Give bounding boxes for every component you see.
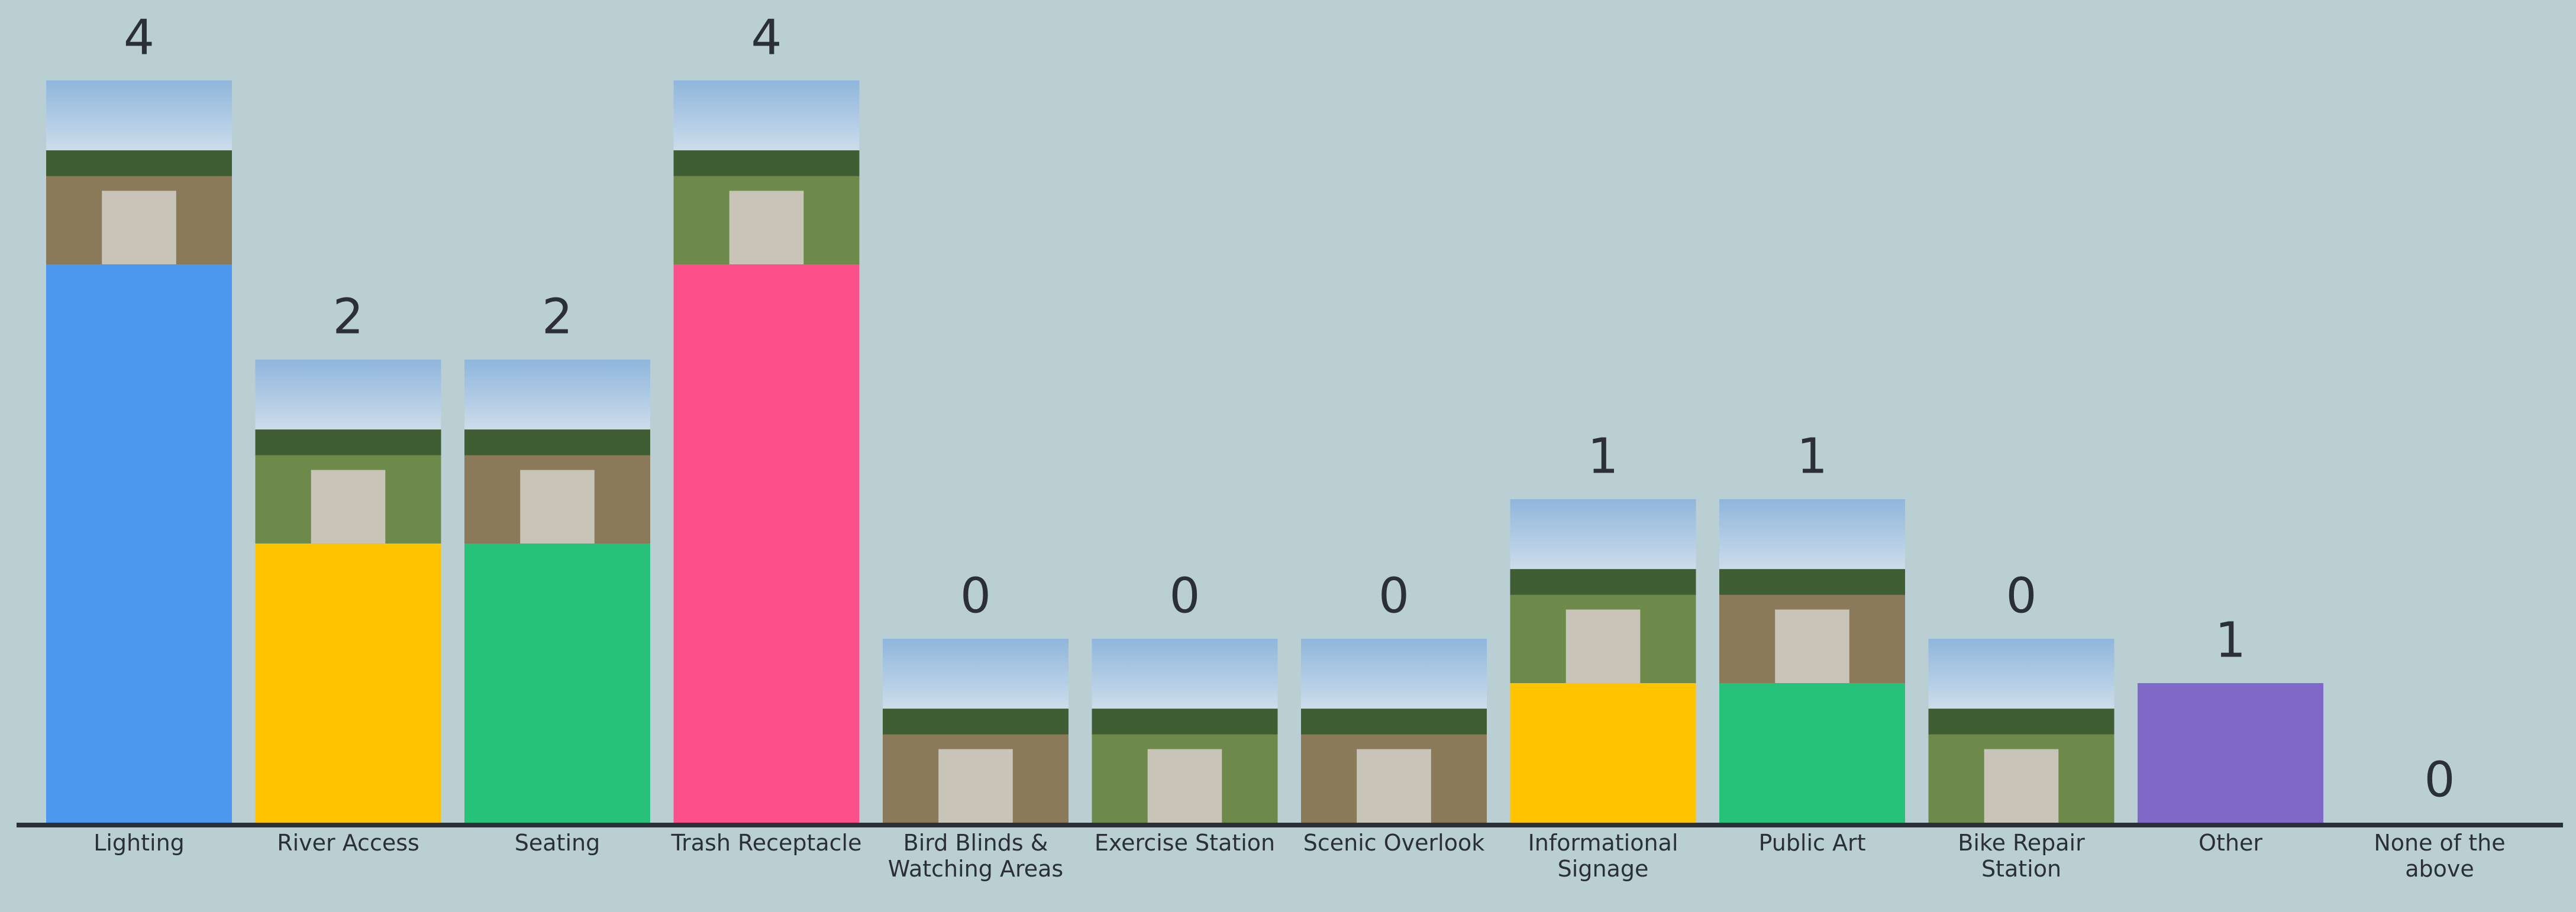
bar xyxy=(46,264,232,823)
photo xyxy=(464,360,650,544)
x-tick-label: None of the above xyxy=(2374,830,2506,882)
photo-path xyxy=(102,190,176,264)
photo-path xyxy=(311,470,386,544)
photo xyxy=(255,360,441,544)
photo xyxy=(1928,639,2115,823)
photo-trees xyxy=(46,150,232,176)
photo-trees xyxy=(1092,709,1278,735)
photo xyxy=(46,80,232,264)
value-label: 1 xyxy=(1587,428,1618,484)
bar xyxy=(2138,683,2323,823)
photo-trees xyxy=(1719,569,1905,595)
x-tick-label: Public Art xyxy=(1758,830,1866,856)
value-label: 2 xyxy=(333,289,363,345)
photo xyxy=(1092,639,1278,823)
bar xyxy=(1510,683,1696,823)
photo xyxy=(883,639,1069,823)
photo xyxy=(1510,499,1696,683)
photo-trees xyxy=(1928,709,2115,735)
value-label: 0 xyxy=(2006,568,2036,624)
x-tick-label: Scenic Overlook xyxy=(1303,830,1485,856)
photo xyxy=(1301,639,1487,823)
photo-trees xyxy=(464,429,650,455)
bar xyxy=(1719,683,1905,823)
value-label: 4 xyxy=(124,9,154,66)
value-label: 0 xyxy=(1379,568,1409,624)
photo-trees xyxy=(1510,569,1696,595)
x-tick-label: Bike Repair Station xyxy=(1958,830,2085,882)
photo-path xyxy=(1984,749,2059,823)
x-tick-label: Informational Signage xyxy=(1528,830,1678,882)
value-label: 1 xyxy=(1797,428,1828,484)
x-tick-label: Other xyxy=(2199,830,2262,856)
value-label: 0 xyxy=(960,568,991,624)
x-tick-label: River Access xyxy=(277,830,419,856)
bar xyxy=(673,264,860,823)
photo-path xyxy=(520,470,595,544)
photo-trees xyxy=(255,429,441,455)
photo-path xyxy=(1357,749,1431,823)
x-tick-label: Trash Receptacle xyxy=(671,830,862,856)
photo xyxy=(1719,499,1905,683)
bar xyxy=(464,544,650,823)
photo-path xyxy=(1147,749,1222,823)
x-tick-label: Lighting xyxy=(93,830,185,856)
x-tick-label: Exercise Station xyxy=(1094,830,1276,856)
photo-path xyxy=(938,749,1013,823)
value-label: 1 xyxy=(2215,612,2246,668)
photo xyxy=(673,80,860,264)
value-label: 0 xyxy=(2424,752,2455,808)
value-label: 4 xyxy=(751,9,782,66)
bar xyxy=(255,544,441,823)
photo-trees xyxy=(883,709,1069,735)
photo-trees xyxy=(1301,709,1487,735)
photo-path xyxy=(1775,609,1849,683)
photo-path xyxy=(729,190,804,264)
value-label: 2 xyxy=(542,289,573,345)
x-tick-label: Seating xyxy=(514,830,601,856)
photo-trees xyxy=(673,150,860,176)
x-tick-label: Bird Blinds & Watching Areas xyxy=(887,830,1064,882)
value-label: 0 xyxy=(1169,568,1200,624)
photo-path xyxy=(1565,609,1641,683)
